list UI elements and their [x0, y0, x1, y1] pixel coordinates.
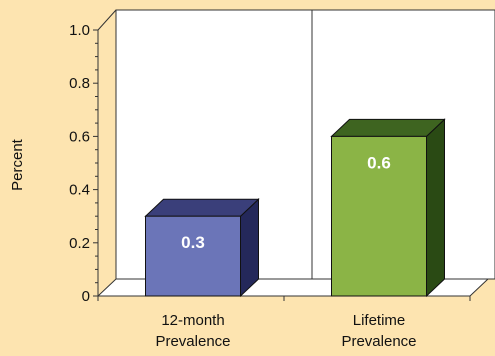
bar-value-label: 0.3: [181, 233, 205, 252]
bar-front: [331, 135, 427, 297]
y-axis: 0 0.2 0.4 0.6 0.8 1.0: [69, 22, 471, 305]
bar: 0.3: [144, 198, 260, 298]
y-tick-label: 0.4: [69, 182, 90, 199]
y-tick-label: 1.0: [69, 22, 90, 39]
y-tick-label: 0: [82, 288, 90, 305]
bar-side: [426, 118, 445, 298]
bar-value-label: 0.6: [367, 153, 391, 172]
x-axis-labels: 12-month Prevalence Lifetime Prevalence: [155, 312, 416, 350]
y-tick-label: 0.2: [69, 235, 90, 252]
bar-top: [144, 198, 260, 217]
y-axis-label: Percent: [9, 138, 26, 191]
y-tick-label: 0.8: [69, 75, 90, 92]
axis-depth-line: [97, 9, 117, 31]
bar: 0.6: [330, 118, 446, 298]
bar-front: [145, 215, 241, 297]
bars: 0.3 0.6: [144, 118, 446, 298]
bar-top: [330, 118, 446, 137]
y-tick-label: 0.6: [69, 128, 90, 145]
x-category-label-line1: 12-month: [161, 312, 224, 329]
x-category-label-line2: Prevalence: [341, 333, 416, 350]
x-category-label-line1: Lifetime: [353, 312, 406, 329]
x-category-label-line2: Prevalence: [155, 333, 230, 350]
